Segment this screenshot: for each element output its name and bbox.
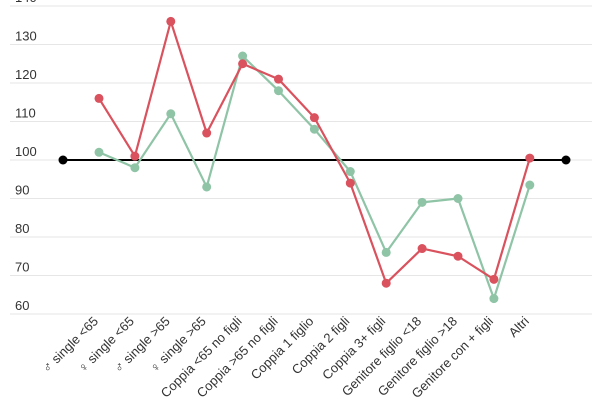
y-tick-label: 110 (15, 106, 36, 121)
y-tick-label: 100 (15, 144, 37, 159)
data-point (202, 128, 212, 138)
y-tick-label: 70 (15, 260, 29, 275)
data-point (417, 197, 427, 207)
reference-end (58, 155, 68, 165)
x-tick-label: Altri (505, 313, 532, 340)
data-point (453, 194, 463, 203)
data-point (525, 180, 535, 190)
reference-end (561, 155, 571, 165)
data-point (166, 16, 176, 26)
data-point (274, 74, 283, 84)
data-point (345, 178, 355, 188)
data-point (381, 247, 391, 257)
data-point (274, 86, 283, 96)
data-point (417, 244, 427, 254)
series-line (98, 54, 531, 300)
data-point (202, 182, 212, 192)
data-point (238, 59, 248, 69)
data-point (130, 151, 140, 161)
data-point (525, 153, 535, 163)
series-line (98, 20, 531, 285)
data-point (309, 113, 319, 123)
y-tick-label: 80 (15, 221, 29, 236)
y-tick-label: 60 (15, 298, 29, 313)
y-tick-label: 130 (15, 29, 37, 44)
data-point (489, 294, 499, 304)
data-point (94, 93, 104, 103)
data-point (238, 51, 248, 61)
y-tick-label: 120 (15, 67, 37, 82)
data-point (130, 163, 140, 173)
y-tick-label: 140 (15, 0, 37, 5)
data-point (166, 109, 176, 119)
data-point (489, 274, 499, 284)
data-point (309, 124, 319, 134)
data-point (94, 147, 104, 157)
y-tick-label: 90 (15, 183, 29, 198)
data-point (345, 167, 355, 177)
data-point (381, 278, 391, 288)
data-point (453, 251, 463, 261)
